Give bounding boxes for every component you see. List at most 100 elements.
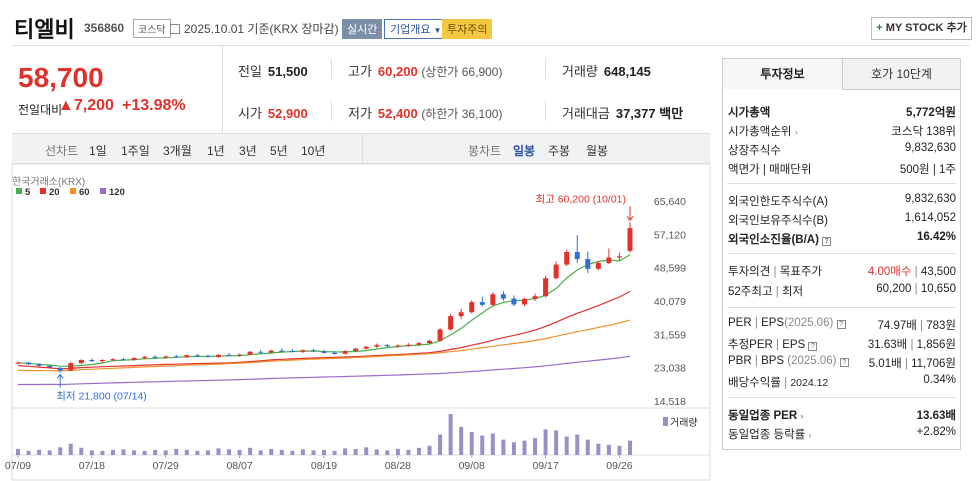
volume-label: 거래량 [562,64,598,79]
divider [331,59,332,79]
candle-body [226,354,232,356]
pbr-label: PBR [728,355,752,367]
candle-monthly[interactable]: 월봉 [586,144,609,158]
volume-bar [227,449,232,455]
volume-bar [427,445,432,455]
help-icon[interactable]: ? [839,358,849,367]
cap-rank-row[interactable]: 시가총액순위 › 코스닥 138위 [728,123,956,140]
help-icon[interactable]: ? [836,320,846,329]
change-label: 전일대비 [18,103,63,117]
candle-body [606,257,612,263]
volume-label: 거래량 [670,417,698,429]
volume-bar [596,443,601,455]
w52-low-value: 10,650 [920,283,956,295]
low-arrow-head [56,373,64,379]
volume-bar [554,430,559,455]
volume: 거래량 648,145 [562,61,651,80]
volume-bar [195,450,200,455]
low-annotation: 최저 21,800 (07/14) [56,391,147,403]
candle-body [110,359,116,361]
shares-row: 상장주식수 9,832,630 [728,142,956,159]
volume-bar [480,435,485,455]
volume-bar [332,450,337,455]
period-5y[interactable]: 5년 [270,144,288,158]
foreign-hold-row: 외국인보유주식수(B) 1,614,052 [728,212,956,229]
volume-bar [205,450,210,455]
period-1y[interactable]: 1년 [207,144,225,158]
period-3y[interactable]: 3년 [239,144,257,158]
high-annotation: 최고 60,200 (10/01) [535,193,626,205]
par-row: 액면가 | 매매단위 500원 | 1주 [728,161,956,178]
candle-body [131,358,137,360]
volume-bar [37,449,42,455]
candle-body [163,356,169,358]
volume-bar [311,450,316,455]
divider [727,253,956,254]
market-cap-label: 시가총액 [728,107,771,119]
volume-bar [248,447,253,455]
market-cap-row: 시가총액 5,772억원 [728,104,956,121]
divider [362,134,363,163]
legend-swatch [100,188,106,194]
candle-body [479,302,485,305]
line-chart-label: 선차트 [45,144,79,158]
divider [545,101,546,121]
volume-legend-swatch [663,417,668,426]
candle-daily[interactable]: 일봉 [513,144,536,158]
opinion-label: 투자의견 [728,266,771,278]
foreign-ratio-label: 외국인소진율(B/A) [728,234,819,246]
legend-swatch [40,188,46,194]
trade-value-unit: 백만 [659,106,684,121]
x-tick-label: 08/28 [385,460,411,472]
help-icon[interactable]: ? [808,342,818,351]
dividend-value: 0.34% [923,374,956,386]
change-amount: ▲7,200 [58,97,114,115]
candle-body [36,364,42,366]
chart-frame [11,163,711,481]
divider [545,59,546,79]
volume-bar [374,449,379,455]
high-arrow-head [626,215,634,222]
volume-bar [564,436,569,455]
chart-source: 한국거래소(KRX) [12,176,85,188]
period-1w[interactable]: 1주일 [121,144,150,158]
candle-body [585,259,591,269]
y-tick-label: 40,079 [654,296,686,308]
candle-body [310,350,316,352]
dividend-label: 배당수익률 [728,377,781,389]
candle-body [47,365,53,368]
open-label: 시가 [238,106,262,121]
volume-bar [132,450,137,455]
industry-per-row[interactable]: 동일업종 PER › 13.63배 [728,407,956,424]
investment-info-panel: 투자정보 호가 10단계 시가총액 5,772억원 시가총액순위 › 코스닥 138… [722,58,961,450]
candle-body [437,329,443,341]
divider [727,307,956,308]
candle-body [142,356,148,359]
per-period: (2025.06) [784,317,834,329]
legend-label: 5 [25,187,31,198]
realtime-button[interactable]: 실시간 [342,19,383,39]
volume-bar [26,450,31,455]
high-value: 60,200 [377,64,418,79]
per-row: PER | EPS(2025.06) ? 74.97배 | 783원 [728,317,956,332]
volume-bar [269,448,274,455]
y-tick-label: 23,038 [654,363,686,375]
period-10y[interactable]: 10년 [301,144,326,158]
legend-label: 20 [49,187,60,198]
period-3m[interactable]: 3개월 [163,144,192,158]
divider [331,101,332,121]
tab-investment-info[interactable]: 투자정보 [723,59,842,90]
period-1d[interactable]: 1일 [89,144,107,158]
pbr-value: 5.01배 [868,358,902,370]
volume-bar [174,448,179,455]
add-mystock-button[interactable]: + MY STOCK 추가 [871,17,972,40]
target-value: 43,500 [920,266,956,278]
par-value: 500원 | 1주 [899,164,956,176]
trade-value-value: 37,377 [615,106,656,121]
help-icon[interactable]: ? [822,237,832,246]
tab-order-book[interactable]: 호가 10단계 [842,59,960,90]
candle-body [15,362,21,364]
candle-weekly[interactable]: 주봉 [548,144,571,158]
industry-rate-row[interactable]: 동일업종 등락률 › +2.82% [728,426,956,443]
ma-5-line [17,254,631,367]
